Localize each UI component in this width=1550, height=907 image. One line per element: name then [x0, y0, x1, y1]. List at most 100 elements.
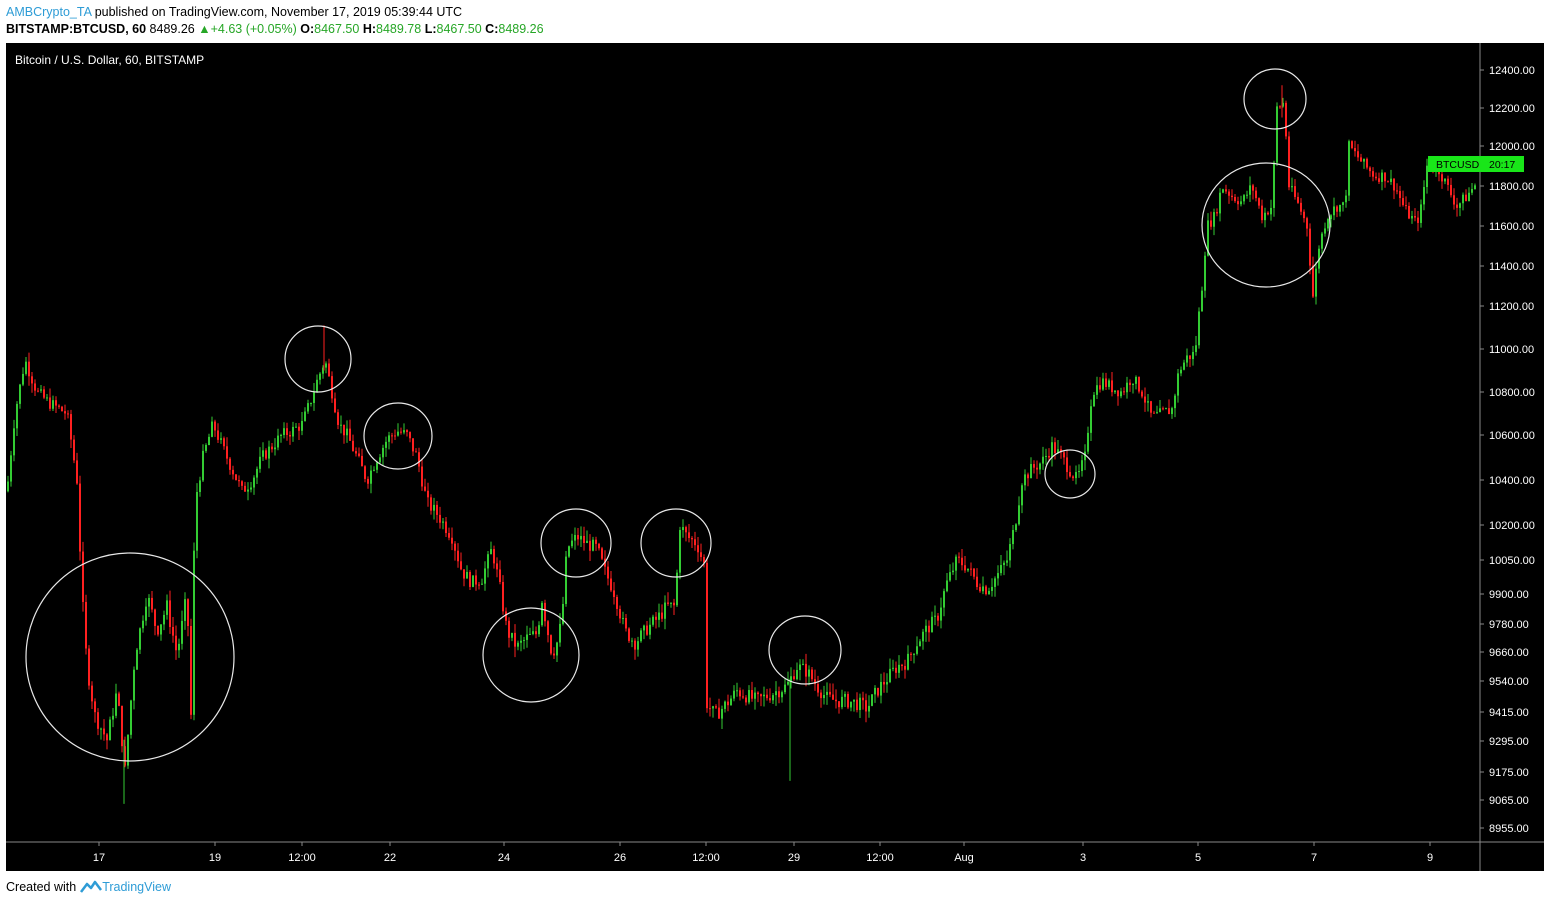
candle — [1075, 465, 1077, 485]
candle — [847, 691, 849, 710]
candle — [685, 525, 687, 542]
candle — [928, 620, 930, 642]
candle — [751, 681, 753, 702]
candle — [793, 669, 795, 681]
candle — [655, 612, 657, 629]
time-tick-label: 3 — [1080, 852, 1086, 864]
candle — [784, 678, 786, 695]
candle — [958, 552, 960, 564]
price-tick-label: 10400.00 — [1489, 475, 1535, 487]
candle — [82, 541, 84, 612]
candle — [880, 673, 882, 704]
candle — [1081, 454, 1083, 477]
candle — [199, 476, 201, 497]
close-value: 8489.26 — [498, 22, 544, 36]
candle — [1249, 176, 1251, 202]
price-tick-label: 9295.00 — [1489, 736, 1529, 748]
candle — [868, 695, 870, 718]
candle — [280, 433, 282, 443]
tradingview-link[interactable]: TradingView — [80, 880, 171, 894]
candle — [235, 474, 237, 481]
candle — [826, 682, 828, 705]
candle — [823, 685, 825, 705]
candle — [733, 685, 735, 702]
highlight-circle — [25, 552, 235, 762]
candle — [997, 565, 999, 586]
author-link[interactable]: AMBCrypto_TA — [6, 5, 92, 19]
candle — [973, 567, 975, 580]
candle — [1096, 376, 1098, 399]
candle — [37, 387, 39, 393]
candle — [1348, 139, 1350, 202]
candle — [1003, 560, 1005, 576]
candle — [1408, 202, 1410, 220]
candle — [58, 404, 60, 409]
candle — [1306, 216, 1308, 237]
price-tick-label: 11600.00 — [1489, 221, 1534, 233]
candle — [802, 659, 804, 666]
candle — [1051, 436, 1053, 467]
candle — [1471, 182, 1473, 196]
candle — [532, 620, 534, 636]
candle — [610, 571, 612, 593]
time-tick-label: 12:00 — [866, 852, 894, 864]
candle — [580, 526, 582, 547]
price-tick-label: 10200.00 — [1489, 520, 1535, 532]
candle — [1267, 211, 1269, 216]
candle — [988, 587, 990, 595]
candle — [589, 534, 591, 561]
candle — [193, 542, 195, 721]
candle — [1159, 400, 1161, 413]
candle — [94, 698, 96, 723]
candle — [298, 423, 300, 440]
publish-info: published on TradingView.com, November 1… — [94, 5, 463, 19]
candle — [1006, 550, 1008, 567]
candle — [745, 695, 747, 706]
candle — [838, 701, 840, 714]
candle — [457, 543, 459, 568]
candle — [313, 382, 315, 411]
price-tick-label: 10800.00 — [1489, 387, 1535, 399]
candle — [52, 395, 54, 412]
price-chart[interactable]: 12400.00 12200.00 12000.00 11800.00 11600.00… — [6, 43, 1544, 871]
candle — [850, 701, 852, 712]
candle — [787, 671, 789, 686]
price-tag-box — [1428, 156, 1524, 172]
candle — [1453, 188, 1455, 210]
candle — [100, 727, 102, 740]
candle — [142, 615, 144, 633]
candlestick-series — [7, 85, 1476, 804]
candle — [7, 475, 9, 493]
candle — [145, 598, 147, 626]
highlight-circle — [284, 325, 352, 393]
candle — [127, 734, 129, 769]
candle — [1462, 192, 1464, 211]
candle — [775, 681, 777, 706]
time-axis[interactable]: 17 19 12:00 22 24 26 12:00 29 12:00 Aug 3 5 7 9 — [93, 842, 1433, 864]
candle — [739, 687, 741, 701]
time-tick-label: 29 — [788, 852, 800, 864]
candle — [805, 653, 807, 687]
candle — [1144, 387, 1146, 412]
candle — [400, 427, 402, 435]
candle — [136, 647, 138, 670]
candle — [442, 518, 444, 530]
candle — [772, 692, 774, 705]
candle — [526, 625, 528, 648]
price-tag-symbol: BTCUSD — [1436, 159, 1480, 171]
candle — [334, 392, 336, 414]
candle — [1252, 183, 1254, 200]
candle — [673, 598, 675, 616]
candle — [1219, 188, 1221, 222]
candle — [1015, 523, 1017, 532]
candle — [1153, 410, 1155, 414]
candle — [577, 528, 579, 546]
candle — [937, 612, 939, 627]
candle — [1387, 180, 1389, 183]
candle — [1150, 400, 1152, 418]
candle — [43, 386, 45, 400]
price-axis[interactable]: 12400.00 12200.00 12000.00 11800.00 11600.00… — [1480, 65, 1535, 835]
candle — [109, 716, 111, 741]
candle — [634, 638, 636, 660]
candle — [76, 452, 78, 485]
